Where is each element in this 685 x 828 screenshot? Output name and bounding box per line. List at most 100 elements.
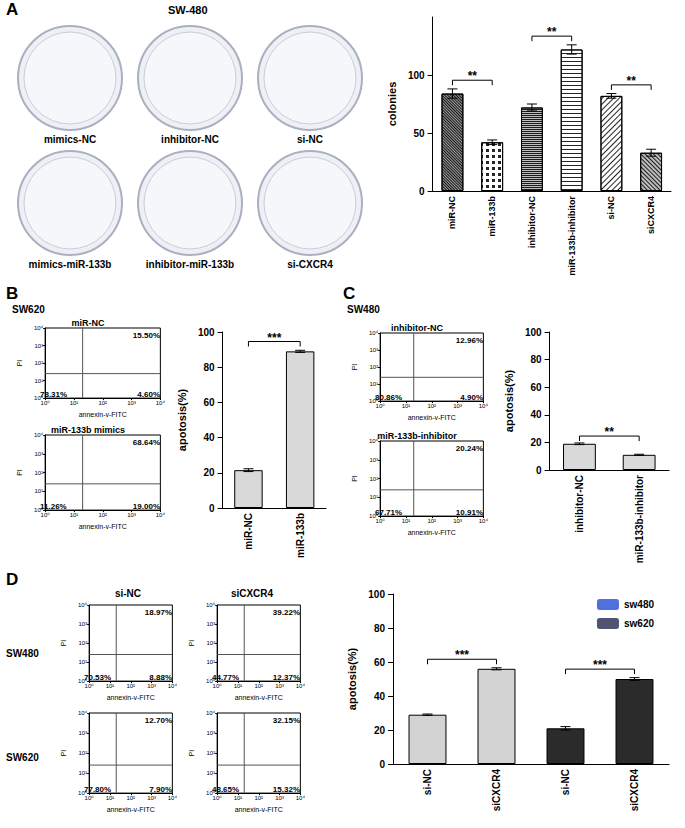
svg-text:20: 20 [374, 725, 386, 736]
svg-text:10¹: 10¹ [369, 381, 378, 387]
svg-text:10²: 10² [206, 640, 215, 646]
svg-text:miR-133b-inhibitor: miR-133b-inhibitor [567, 196, 577, 276]
svg-text:10⁴: 10⁴ [206, 602, 216, 608]
svg-text:10²: 10² [206, 750, 215, 756]
svg-text:10⁴: 10⁴ [168, 683, 178, 689]
svg-text:inhibitor-NC: inhibitor-NC [391, 323, 443, 333]
svg-text:annexin-v-FITC: annexin-v-FITC [79, 523, 127, 530]
svg-text:10⁰: 10⁰ [41, 512, 51, 518]
svg-text:78.31%: 78.31% [40, 390, 67, 399]
svg-text:10⁴: 10⁴ [479, 403, 489, 409]
svg-text:10⁴: 10⁴ [369, 330, 379, 336]
svg-text:miR-NC: miR-NC [72, 318, 105, 328]
svg-text:10¹: 10¹ [106, 683, 115, 689]
svg-text:10²: 10² [427, 403, 436, 409]
svg-text:miR-133b-inhibitor: miR-133b-inhibitor [377, 431, 457, 441]
svg-text:10²: 10² [98, 400, 107, 406]
svg-text:miR-133b: miR-133b [295, 513, 306, 558]
svg-text:si-NC: si-NC [422, 769, 433, 795]
svg-text:10¹: 10¹ [70, 512, 79, 518]
svg-text:10³: 10³ [78, 730, 87, 736]
svg-text:PI: PI [351, 364, 358, 371]
svg-text:20: 20 [203, 467, 215, 478]
svg-text:colonies: colonies [386, 82, 398, 127]
svg-text:20.24%: 20.24% [456, 444, 483, 453]
svg-text:si-NC: si-NC [606, 196, 616, 220]
svg-text:44.77%: 44.77% [212, 673, 239, 682]
svg-text:10²: 10² [369, 476, 378, 482]
svg-text:10⁰: 10⁰ [376, 518, 386, 524]
svg-text:10⁴: 10⁴ [78, 602, 88, 608]
svg-text:**: ** [627, 74, 637, 88]
svg-text:**: ** [547, 25, 557, 39]
svg-text:10³: 10³ [453, 403, 462, 409]
svg-text:10³: 10³ [127, 400, 136, 406]
svg-text:7.90%: 7.90% [149, 785, 172, 794]
svg-text:10²: 10² [254, 683, 263, 689]
svg-text:10²: 10² [427, 518, 436, 524]
svg-text:10⁴: 10⁴ [156, 512, 166, 518]
svg-text:10³: 10³ [147, 683, 156, 689]
svg-text:siCXCR4: siCXCR4 [629, 769, 640, 812]
svg-text:10²: 10² [126, 795, 135, 801]
svg-text:PI: PI [60, 640, 67, 647]
svg-text:sw480: sw480 [624, 599, 654, 610]
svg-text:4.90%: 4.90% [460, 393, 483, 402]
svg-text:70.53%: 70.53% [84, 673, 111, 682]
svg-text:10⁰: 10⁰ [85, 795, 95, 801]
svg-text:10⁴: 10⁴ [206, 710, 216, 716]
svg-text:0: 0 [209, 503, 215, 514]
svg-text:inhibitor-NC: inhibitor-NC [527, 196, 537, 248]
svg-text:10⁴: 10⁴ [34, 432, 44, 438]
svg-text:10²: 10² [254, 795, 263, 801]
svg-text:60: 60 [530, 382, 542, 393]
svg-text:50: 50 [413, 128, 425, 139]
svg-text:12.96%: 12.96% [456, 336, 483, 345]
svg-text:annexin-v-FITC: annexin-v-FITC [408, 414, 456, 421]
svg-text:11.26%: 11.26% [40, 502, 67, 511]
svg-text:10⁰: 10⁰ [41, 400, 51, 406]
svg-text:10⁰: 10⁰ [85, 683, 95, 689]
svg-text:***: *** [593, 658, 607, 672]
svg-text:annexin-v-FITC: annexin-v-FITC [235, 806, 283, 813]
svg-text:PI: PI [60, 750, 67, 757]
svg-text:10.91%: 10.91% [456, 508, 483, 517]
svg-text:10³: 10³ [34, 451, 43, 457]
svg-text:10²: 10² [34, 470, 43, 476]
svg-text:10⁴: 10⁴ [168, 795, 178, 801]
svg-text:40: 40 [374, 691, 386, 702]
svg-text:10²: 10² [369, 364, 378, 370]
svg-text:15.32%: 15.32% [273, 785, 300, 794]
svg-text:10¹: 10¹ [34, 378, 43, 384]
svg-text:10²: 10² [126, 683, 135, 689]
svg-text:0: 0 [379, 759, 385, 770]
svg-text:PI: PI [188, 750, 195, 757]
svg-text:10²: 10² [34, 360, 43, 366]
svg-text:100: 100 [408, 70, 425, 81]
svg-text:***: *** [455, 648, 469, 662]
svg-text:100: 100 [525, 327, 542, 338]
svg-text:10¹: 10¹ [206, 770, 215, 776]
svg-text:apotosis(%): apotosis(%) [503, 369, 515, 432]
svg-text:10⁰: 10⁰ [213, 683, 223, 689]
svg-text:10¹: 10¹ [206, 659, 215, 665]
svg-text:10¹: 10¹ [78, 770, 87, 776]
svg-text:10³: 10³ [127, 512, 136, 518]
svg-text:10¹: 10¹ [78, 659, 87, 665]
svg-text:15.50%: 15.50% [133, 331, 160, 340]
svg-text:siCXCR4: siCXCR4 [491, 769, 502, 812]
svg-text:10¹: 10¹ [106, 795, 115, 801]
svg-text:miR-133b: miR-133b [487, 196, 497, 237]
svg-text:miR-NC: miR-NC [243, 513, 254, 550]
svg-text:32.15%: 32.15% [273, 716, 300, 725]
svg-text:10⁰: 10⁰ [376, 403, 386, 409]
svg-text:10¹: 10¹ [402, 518, 411, 524]
svg-text:100: 100 [198, 327, 215, 338]
svg-text:miR-133b-inhibitor: miR-133b-inhibitor [634, 475, 645, 563]
svg-text:10³: 10³ [275, 683, 284, 689]
svg-text:40: 40 [203, 432, 215, 443]
svg-text:12.70%: 12.70% [145, 716, 172, 725]
svg-text:10¹: 10¹ [70, 400, 79, 406]
svg-text:8.88%: 8.88% [149, 673, 172, 682]
svg-text:80.86%: 80.86% [375, 393, 402, 402]
